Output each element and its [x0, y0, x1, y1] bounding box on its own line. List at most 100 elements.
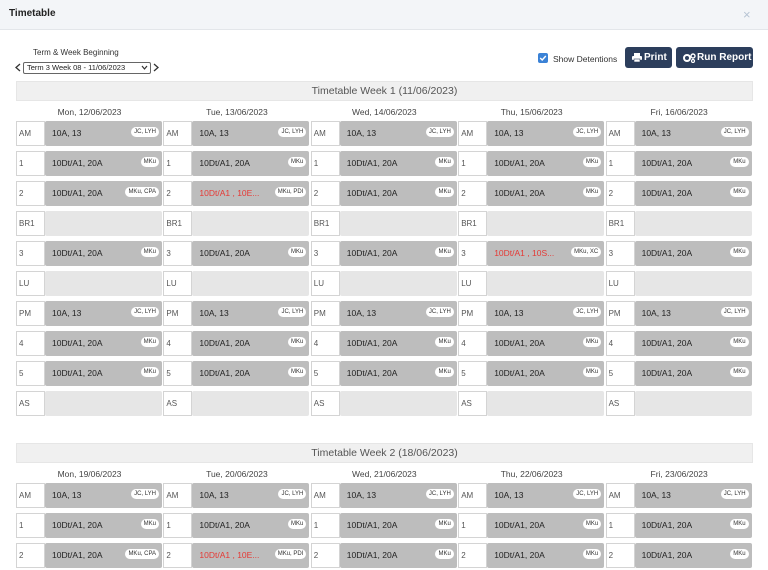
lesson-slot[interactable]: 10A, 13 JC, LYH [192, 483, 310, 508]
lesson-slot[interactable]: 10A, 13 JC, LYH [45, 483, 162, 508]
lesson-slot[interactable]: 10A, 13 JC, LYH [45, 301, 162, 326]
class-name: 10Dt/A1, 20A [641, 550, 693, 560]
lesson-slot[interactable]: 10Dt/A1, 20A MKu [634, 181, 752, 206]
week-title: Timetable Week 2 (18/06/2023) [16, 443, 753, 463]
lesson-slot[interactable]: 10A, 13 JC, LYH [487, 301, 605, 326]
class-name: 10Dt/A1, 20A [346, 550, 398, 560]
period-label: 5 [605, 361, 635, 386]
lesson-slot [339, 271, 457, 296]
lesson-slot[interactable]: 10Dt/A1, 20A MKu [487, 331, 605, 356]
lesson-slot[interactable]: 10Dt/A1, 20A MKu [192, 361, 310, 386]
lesson-slot[interactable]: 10A, 13 JC, LYH [339, 121, 457, 146]
period-label: 2 [16, 543, 45, 568]
class-name: 10Dt/A1, 20A [52, 248, 103, 258]
period-label: 1 [16, 151, 45, 176]
period-label: 4 [458, 331, 488, 356]
lesson-slot[interactable]: 10Dt/A1, 20A MKu [634, 361, 752, 386]
period-label: 3 [16, 241, 45, 266]
lesson-slot[interactable]: 10Dt/A1, 20A MKu [487, 151, 605, 176]
period-label: 2 [458, 181, 488, 206]
detentions-checkbox[interactable] [538, 53, 548, 63]
period-label: BR1 [310, 211, 340, 236]
lesson-slot [487, 211, 605, 236]
period-label: 5 [458, 361, 488, 386]
lesson-slot[interactable]: 10Dt/A1, 20A MKu [192, 151, 310, 176]
lesson-slot[interactable]: 10Dt/A1, 20A MKu [487, 513, 605, 538]
staff-badge: MKu [140, 337, 159, 347]
lesson-slot[interactable]: 10Dt/A1, 20A MKu [487, 361, 605, 386]
staff-badge: JC, LYH [425, 127, 454, 137]
lesson-slot[interactable]: 10Dt/A1, 20A MKu [192, 241, 310, 266]
lesson-slot[interactable]: 10A, 13 JC, LYH [634, 301, 752, 326]
lesson-slot[interactable]: 10Dt/A1, 20A MKu [487, 543, 605, 568]
lesson-slot[interactable]: 10Dt/A1, 20A MKu [339, 331, 457, 356]
class-name: 10Dt/A1, 20A [199, 520, 250, 530]
staff-badge: MKu [582, 157, 602, 167]
period-label: 2 [163, 543, 193, 568]
lesson-slot[interactable]: 10Dt/A1, 20A MKu [634, 543, 752, 568]
lesson-slot[interactable]: 10Dt/A1, 20A MKu [192, 331, 310, 356]
period-label: PM [163, 301, 193, 326]
prev-week[interactable] [15, 63, 21, 72]
period-label: 2 [605, 543, 635, 568]
staff-badge: MKu, CPA [125, 549, 159, 559]
staff-badge: MKu [730, 549, 749, 559]
lesson-slot[interactable]: 10Dt/A1, 20A MKu, CPA [45, 543, 162, 568]
staff-badge: MKu [582, 187, 602, 197]
period-label: BR1 [458, 211, 488, 236]
lesson-slot[interactable]: 10Dt/A1, 20A MKu [634, 151, 752, 176]
lesson-slot[interactable]: 10Dt/A1 , 10S... MKu, XC [487, 241, 605, 266]
lesson-slot[interactable]: 10A, 13 JC, LYH [634, 121, 752, 146]
class-name: 10A, 13 [641, 308, 671, 318]
detentions-label: Show Detentions [553, 54, 618, 64]
lesson-slot[interactable]: 10A, 13 JC, LYH [192, 121, 310, 146]
staff-badge: JC, LYH [425, 307, 454, 317]
lesson-slot[interactable]: 10Dt/A1 , 10E... MKu, PDI [192, 543, 310, 568]
staff-badge: JC, LYH [720, 127, 749, 137]
run-report-button[interactable]: Run Report [676, 47, 753, 68]
lesson-slot[interactable]: 10Dt/A1, 20A MKu [339, 543, 457, 568]
period-label: 4 [163, 331, 193, 356]
lesson-slot[interactable]: 10Dt/A1, 20A MKu [339, 361, 457, 386]
lesson-slot[interactable]: 10Dt/A1, 20A MKu [45, 331, 162, 356]
lesson-slot[interactable]: 10A, 13 JC, LYH [339, 301, 457, 326]
period-label: 1 [163, 513, 193, 538]
print-button[interactable]: Print [625, 47, 672, 68]
lesson-slot[interactable]: 10Dt/A1, 20A MKu [45, 241, 162, 266]
class-name: 10A, 13 [346, 490, 377, 500]
lesson-slot[interactable]: 10A, 13 JC, LYH [487, 121, 605, 146]
lesson-slot[interactable]: 10Dt/A1, 20A MKu, CPA [45, 181, 162, 206]
lesson-slot[interactable]: 10Dt/A1, 20A MKu [45, 151, 162, 176]
lesson-slot[interactable]: 10Dt/A1, 20A MKu [487, 181, 605, 206]
next-week[interactable] [153, 63, 159, 72]
lesson-slot[interactable]: 10Dt/A1, 20A MKu [45, 361, 162, 386]
lesson-slot[interactable]: 10Dt/A1, 20A MKu [634, 241, 752, 266]
lesson-slot[interactable]: 10Dt/A1, 20A MKu [45, 513, 162, 538]
period-label: 2 [16, 181, 45, 206]
lesson-slot[interactable]: 10Dt/A1, 20A MKu [339, 513, 457, 538]
lesson-slot[interactable]: 10Dt/A1, 20A MKu [339, 151, 457, 176]
class-name: 10Dt/A1, 20A [199, 338, 250, 348]
period-label: AM [163, 483, 193, 508]
close-button[interactable]: × [743, 7, 751, 22]
period-label: 3 [458, 241, 488, 266]
lesson-slot[interactable]: 10A, 13 JC, LYH [45, 121, 162, 146]
lesson-slot[interactable]: 10Dt/A1, 20A MKu [634, 513, 752, 538]
lesson-slot[interactable]: 10A, 13 JC, LYH [634, 483, 752, 508]
lesson-slot[interactable]: 10A, 13 JC, LYH [487, 483, 605, 508]
day-header: Tue, 20/06/2023 [206, 469, 268, 479]
class-name: 10Dt/A1, 20A [346, 158, 398, 168]
lesson-slot[interactable]: 10Dt/A1, 20A MKu [192, 513, 310, 538]
lesson-slot[interactable]: 10A, 13 JC, LYH [339, 483, 457, 508]
staff-badge: MKu [582, 367, 602, 377]
lesson-slot[interactable]: 10A, 13 JC, LYH [192, 301, 310, 326]
lesson-slot[interactable]: 10Dt/A1, 20A MKu [339, 241, 457, 266]
print-label: Print [644, 52, 667, 63]
class-name: 10Dt/A1, 20A [346, 188, 398, 198]
staff-badge: MKu [730, 367, 749, 377]
class-name: 10Dt/A1, 20A [494, 188, 545, 198]
lesson-slot[interactable]: 10Dt/A1, 20A MKu [634, 331, 752, 356]
lesson-slot[interactable]: 10Dt/A1 , 10E... MKu, PDI [192, 181, 310, 206]
lesson-slot[interactable]: 10Dt/A1, 20A MKu [339, 181, 457, 206]
term-select[interactable]: Term 3 Week 08 - 11/06/2023 [23, 62, 151, 74]
